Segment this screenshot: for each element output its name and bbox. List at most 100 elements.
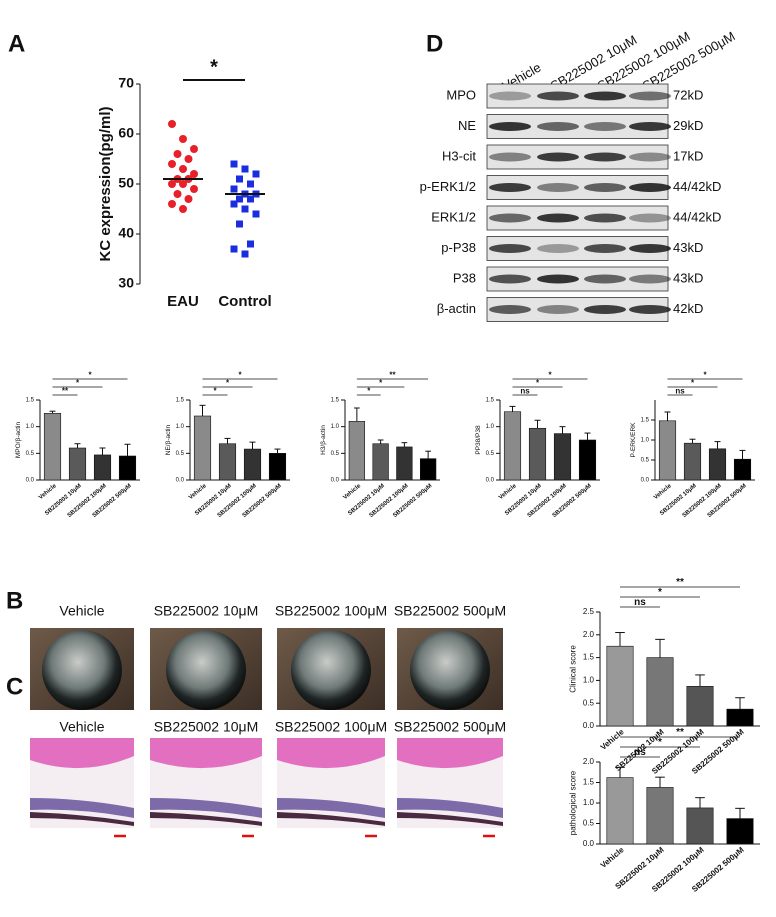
x-tick-label: Vehicle <box>38 483 58 501</box>
y-tick-label: 50 <box>118 175 134 191</box>
y-tick-label: 0.5 <box>583 698 595 707</box>
pigment-layer <box>30 812 134 826</box>
size-label: 44/42kD <box>673 209 721 224</box>
y-tick-label: 60 <box>118 125 134 141</box>
blot-band <box>537 152 579 162</box>
significance-label: * <box>691 379 695 388</box>
y-tick-label: 70 <box>118 75 134 91</box>
blot-band <box>489 305 531 314</box>
y-tick-label: 1.0 <box>583 676 595 685</box>
y-tick-label: 0.5 <box>486 451 495 457</box>
blot-band <box>489 122 531 131</box>
y-axis-label: MPO/β-actin <box>15 421 22 458</box>
bar <box>68 447 87 481</box>
bar <box>243 448 262 481</box>
data-point <box>168 120 176 128</box>
blot-band <box>489 244 531 253</box>
blot-band <box>584 122 626 131</box>
significance-label: * <box>536 379 540 388</box>
protein-label: β-actin <box>437 301 476 316</box>
bar <box>686 807 714 845</box>
data-point <box>230 245 238 253</box>
blot-strip <box>486 144 669 170</box>
y-tick-label: 0.5 <box>26 451 35 457</box>
y-axis-label: pathological score <box>568 770 577 835</box>
data-point <box>241 205 249 213</box>
eye <box>166 630 246 710</box>
eye <box>42 630 122 710</box>
bar <box>646 657 674 727</box>
blot-band <box>537 183 579 192</box>
blot-band <box>537 274 579 284</box>
photo-label: SB225002 100μM <box>275 603 387 619</box>
pigment-layer <box>277 812 385 826</box>
data-point <box>190 185 198 193</box>
y-tick-label: 40 <box>118 225 134 241</box>
significance-label: ** <box>676 577 684 588</box>
y-axis-label: H3/β-actin <box>320 425 327 455</box>
retina-layer <box>30 798 134 818</box>
eye <box>410 630 490 710</box>
y-tick-label: 0.0 <box>583 839 595 848</box>
significance-label: ns <box>634 597 646 608</box>
y-tick-label: 30 <box>118 275 134 291</box>
data-point <box>230 200 238 208</box>
blot-band <box>629 244 671 253</box>
blot-band <box>584 274 626 284</box>
bar <box>646 787 674 845</box>
significance-label: ** <box>676 727 684 738</box>
blot-band <box>537 213 579 223</box>
significance-label: * <box>238 371 242 380</box>
y-tick-label: 2.5 <box>583 607 595 616</box>
photo-label: SB225002 10μM <box>154 719 259 735</box>
significance-label: * <box>367 387 371 396</box>
blot-band <box>629 91 671 101</box>
bar <box>118 455 137 481</box>
x-tick-label: Vehicle <box>599 845 626 870</box>
data-point <box>184 155 193 163</box>
bar <box>733 458 752 481</box>
data-point <box>168 200 176 208</box>
data-point <box>190 145 198 153</box>
protein-label: ERK1/2 <box>431 209 476 224</box>
y-tick-label: 1.0 <box>583 798 595 807</box>
size-label: 72kD <box>673 87 703 102</box>
x-tick-label: EAU <box>167 293 199 310</box>
bar <box>683 442 702 481</box>
data-point <box>179 205 187 213</box>
protein-label: NE <box>458 118 476 133</box>
retina-layer <box>397 798 503 818</box>
blot-band <box>489 91 531 101</box>
bar <box>658 420 677 481</box>
significance-label: * <box>226 379 230 388</box>
bar <box>686 686 714 727</box>
data-point <box>252 210 260 218</box>
y-tick-label: 1.0 <box>331 424 340 430</box>
bar <box>606 645 634 727</box>
y-tick-label: 1.5 <box>583 653 595 662</box>
bar <box>726 818 754 845</box>
bar <box>606 777 634 845</box>
significance-label: ns <box>634 747 646 758</box>
lens-layer <box>150 738 262 769</box>
y-axis-label: KC expression(pg/ml) <box>97 106 114 261</box>
size-label: 43kD <box>673 270 703 285</box>
protein-label: p-P38 <box>441 240 476 255</box>
y-tick-label: 0.0 <box>486 478 495 484</box>
x-tick-label: Vehicle <box>498 483 518 501</box>
panel-label: C <box>6 673 23 700</box>
significance-label: * <box>210 56 218 78</box>
blot-band <box>584 183 626 192</box>
y-tick-label: 1.5 <box>486 398 495 404</box>
blot-band <box>584 213 626 223</box>
size-label: 17kD <box>673 148 703 163</box>
y-tick-label: 0.0 <box>331 478 340 484</box>
x-tick-label: Vehicle <box>188 483 208 501</box>
protein-label: p-ERK1/2 <box>420 179 476 194</box>
data-point <box>230 160 238 168</box>
significance-label: * <box>658 587 662 598</box>
y-axis-label: P-ERK/ERK <box>630 422 637 458</box>
lens-layer <box>30 738 134 769</box>
blot-band <box>489 183 531 192</box>
data-point <box>236 220 243 228</box>
